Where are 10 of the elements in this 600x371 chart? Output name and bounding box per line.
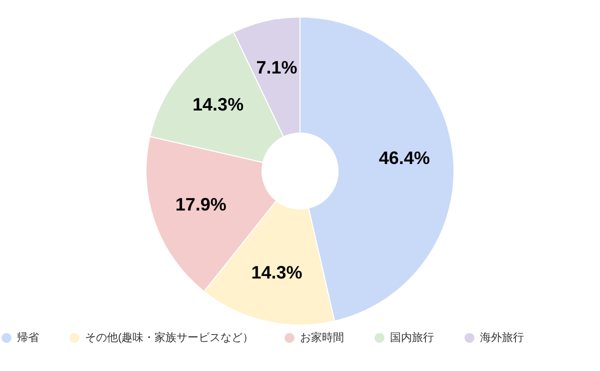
data-label: 14.3%	[251, 262, 302, 282]
legend-label: 海外旅行	[480, 330, 524, 344]
data-label: 17.9%	[175, 194, 226, 215]
data-label: 14.3%	[192, 94, 244, 114]
legend-label: 国内旅行	[390, 330, 434, 344]
data-label: 7.1%	[256, 58, 298, 78]
data-label: 46.4%	[378, 148, 430, 168]
legend-label: 帰省	[17, 330, 39, 344]
legend-label: お家時間	[300, 330, 344, 344]
legend-label: その他(趣味・家族サービスなど）	[85, 330, 254, 344]
